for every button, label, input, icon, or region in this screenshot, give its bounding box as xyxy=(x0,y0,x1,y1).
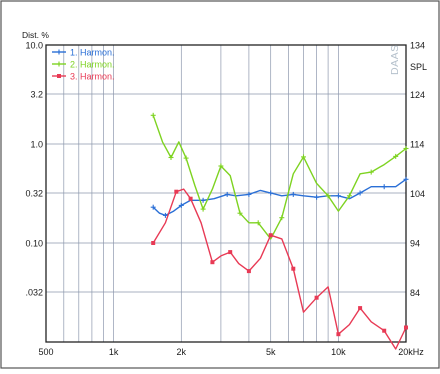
data-point xyxy=(237,210,243,216)
data-point xyxy=(150,112,156,118)
data-point xyxy=(325,193,331,199)
y-right-tick-label: 134 xyxy=(410,41,425,51)
x-tick-label: 1k xyxy=(109,347,119,357)
y-right-tick-label: 94 xyxy=(410,239,420,249)
series-3 xyxy=(151,188,408,350)
x-tick-label: 5k xyxy=(266,347,276,357)
data-point xyxy=(178,202,184,208)
y-left-tick-label: 3.2 xyxy=(30,90,43,100)
data-point xyxy=(246,269,251,274)
data-point xyxy=(162,212,168,218)
legend-label: 3. Harmon. xyxy=(70,72,115,82)
y-right-tick-label: 124 xyxy=(410,90,425,100)
y-right-tick-label: 114 xyxy=(410,140,424,150)
y-left-tick-label: 1.0 xyxy=(30,140,43,150)
y-right-tick-label: 84 xyxy=(410,288,420,298)
data-point xyxy=(382,328,387,333)
data-point xyxy=(403,146,409,151)
data-point xyxy=(200,206,206,212)
data-point xyxy=(168,155,174,160)
plot-area-border xyxy=(45,44,407,343)
data-point xyxy=(314,194,320,200)
data-point xyxy=(381,184,387,190)
data-point xyxy=(210,260,215,265)
data-point xyxy=(291,266,296,271)
x-tick-label: 500 xyxy=(38,347,53,357)
y-left-tick-label: 0.10 xyxy=(25,239,43,249)
tick-labels: 500 1k 2k 5k 10k 20kHz 10.0 3.2 1.0 0.32 0.10 .032 1… xyxy=(25,41,425,358)
data-point xyxy=(358,306,363,311)
data-point xyxy=(188,196,193,201)
y-left-tick-label: 0.32 xyxy=(25,189,43,199)
watermark-text: DAAS xyxy=(389,44,401,75)
series-2 xyxy=(150,112,409,240)
data-point xyxy=(200,197,206,203)
legend-swatch-marker xyxy=(57,74,61,78)
y-right-axis-label: SPL xyxy=(410,62,427,72)
data-point xyxy=(403,176,409,182)
data-point xyxy=(336,332,341,337)
data-point xyxy=(151,241,156,245)
legend: 1. Harmon. 2. Harmon. 3. Harmon. xyxy=(52,48,115,82)
data-point xyxy=(301,154,306,160)
x-tick-label: 10k xyxy=(331,347,346,357)
series-layer xyxy=(150,112,409,350)
data-point xyxy=(346,193,352,199)
legend-item-1: 1. Harmon. xyxy=(52,48,115,58)
legend-item-2: 2. Harmon. xyxy=(52,60,115,70)
legend-item-3: 3. Harmon. xyxy=(52,72,115,82)
x-tick-label: 20kHz xyxy=(398,347,424,357)
legend-label: 2. Harmon. xyxy=(70,60,115,70)
data-point xyxy=(268,233,273,238)
data-point xyxy=(174,189,179,194)
y-left-axis-label: Dist. % xyxy=(22,30,49,40)
data-point xyxy=(335,193,341,199)
legend-label: 1. Harmon. xyxy=(70,48,115,58)
data-point xyxy=(314,295,319,300)
y-left-tick-label: 10.0 xyxy=(25,41,43,51)
data-point xyxy=(246,191,252,197)
data-point xyxy=(218,163,224,169)
data-point xyxy=(290,191,296,197)
data-point xyxy=(255,220,261,226)
data-point xyxy=(393,153,399,159)
series-line-2 xyxy=(152,115,407,240)
data-point xyxy=(268,190,274,196)
data-point xyxy=(183,155,189,161)
x-tick-label: 2k xyxy=(177,347,187,357)
data-point xyxy=(368,169,374,175)
data-point xyxy=(224,191,230,197)
data-point xyxy=(279,215,285,221)
y-right-tick-label: 104 xyxy=(410,189,425,199)
series-1 xyxy=(150,176,409,218)
y-left-tick-label: .032 xyxy=(25,288,43,298)
data-point xyxy=(357,190,363,196)
data-point xyxy=(228,250,233,255)
data-point xyxy=(150,204,156,210)
data-point xyxy=(404,325,408,330)
